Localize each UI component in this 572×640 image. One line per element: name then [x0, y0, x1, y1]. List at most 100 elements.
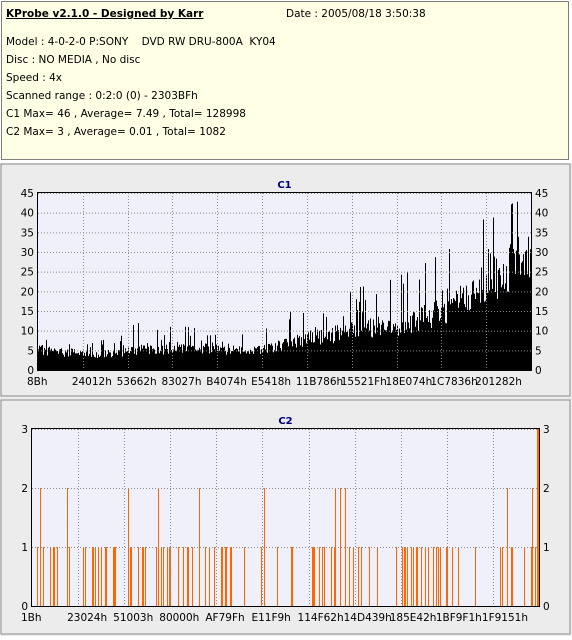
c1-bar — [445, 322, 446, 370]
c1-bar — [201, 340, 202, 370]
c1-bar — [70, 355, 71, 370]
c1-bar — [305, 334, 306, 370]
c2-bar — [361, 547, 362, 606]
c1-bar — [247, 351, 248, 370]
c1-bar — [213, 346, 214, 370]
c1-bar — [118, 350, 119, 370]
c1-bar — [231, 351, 232, 370]
c1-bar — [171, 350, 172, 370]
c1-bar — [474, 293, 475, 370]
c1-bar — [420, 320, 421, 370]
c2-bar — [261, 547, 262, 606]
c1-bar — [395, 323, 396, 370]
c1-bar — [227, 351, 228, 370]
c2-bar — [532, 488, 533, 606]
c1-bar — [277, 345, 278, 370]
c1-bar — [52, 350, 53, 370]
c2-bar — [106, 547, 107, 606]
c1-bar — [362, 312, 363, 370]
c1-bar — [489, 290, 490, 370]
c1-bar — [265, 349, 266, 370]
c1-bar — [99, 356, 100, 370]
c1-bar — [338, 330, 339, 370]
c1-bar — [419, 279, 420, 370]
c1-bar — [145, 348, 146, 370]
c1-bar — [448, 301, 449, 370]
c1-bar — [77, 353, 78, 370]
c1-bar — [229, 347, 230, 370]
c1-bar — [408, 322, 409, 370]
c1-bar — [252, 351, 253, 370]
c1-bar — [479, 279, 480, 370]
c1-bar — [162, 345, 163, 370]
c2-bar — [417, 547, 418, 606]
c1-bar — [80, 350, 81, 370]
c1-bar — [72, 348, 73, 370]
c1-bar — [85, 356, 86, 370]
c1-bar — [222, 341, 223, 370]
c2-bar — [507, 488, 508, 606]
c1-bar — [384, 329, 385, 370]
c1-bar — [127, 351, 128, 370]
c1-bar — [82, 351, 83, 370]
c1-bar — [505, 283, 506, 370]
c1-bar — [421, 307, 422, 370]
c2-bar — [92, 547, 93, 606]
c1-bar — [216, 344, 217, 370]
c1-bar — [84, 352, 85, 370]
c1-bar — [355, 336, 356, 370]
c1-bar — [49, 346, 50, 370]
c1-bar — [476, 287, 477, 370]
c1-bar — [521, 262, 522, 370]
c1-bar — [333, 343, 334, 370]
c1-bar — [393, 324, 394, 370]
y-tick-label: 10 — [21, 326, 34, 338]
c1-bar — [68, 356, 69, 370]
c1-bar — [514, 253, 515, 370]
c1-bar — [51, 348, 52, 370]
model-line: Model : 4-0-2-0 P:SONY DVD RW DRU-800A K… — [6, 36, 276, 48]
y-tick-labels: 0 0 5 5 10 10 15 15 20 20 25 25 30 30 35 35 40 40 45 45 — [21, 188, 549, 377]
c1-bar — [261, 349, 262, 370]
c1-bar — [230, 353, 231, 370]
c1-bar — [361, 330, 362, 370]
c1-bar — [507, 291, 508, 370]
c1-bar — [368, 320, 369, 370]
c1-bar — [287, 342, 288, 370]
c1-bar — [198, 350, 199, 370]
y-tick-label-right: 1 — [543, 542, 550, 554]
c2-bar — [113, 547, 114, 606]
c1-bar — [399, 328, 400, 370]
c1-bar — [233, 345, 234, 370]
c1-bar — [228, 343, 229, 370]
c1-bar — [174, 345, 175, 370]
c1-bar — [512, 203, 513, 370]
c1-bar — [501, 287, 502, 370]
c1-bar — [483, 219, 484, 370]
y-tick-label-right: 10 — [535, 326, 548, 338]
c2-bar — [537, 429, 539, 606]
c1-bar — [503, 264, 504, 370]
c1-bar — [452, 303, 453, 370]
c1-bar — [186, 351, 187, 370]
c2-bar — [500, 547, 501, 606]
c1-bar — [176, 350, 177, 370]
c1-bar — [250, 349, 251, 370]
y-tick-label: 5 — [27, 345, 34, 357]
c1-bar — [170, 326, 171, 370]
c1-bar — [348, 336, 349, 370]
c1-bar — [57, 351, 58, 370]
x-tick-label: 53662h — [117, 376, 157, 388]
c1-bar — [494, 256, 495, 370]
c1-bar — [410, 316, 411, 370]
c1-bar — [430, 322, 431, 370]
c2-bar — [511, 547, 512, 606]
c2-bar — [101, 547, 102, 606]
c1-bar — [488, 248, 489, 370]
c1-bar — [79, 354, 80, 370]
y-tick-label-right: 0 — [543, 601, 550, 613]
c1-bar — [451, 299, 452, 370]
c1-bar — [141, 344, 142, 370]
x-tick-label: 1C7836h — [430, 376, 477, 388]
c1-bar — [442, 290, 443, 370]
